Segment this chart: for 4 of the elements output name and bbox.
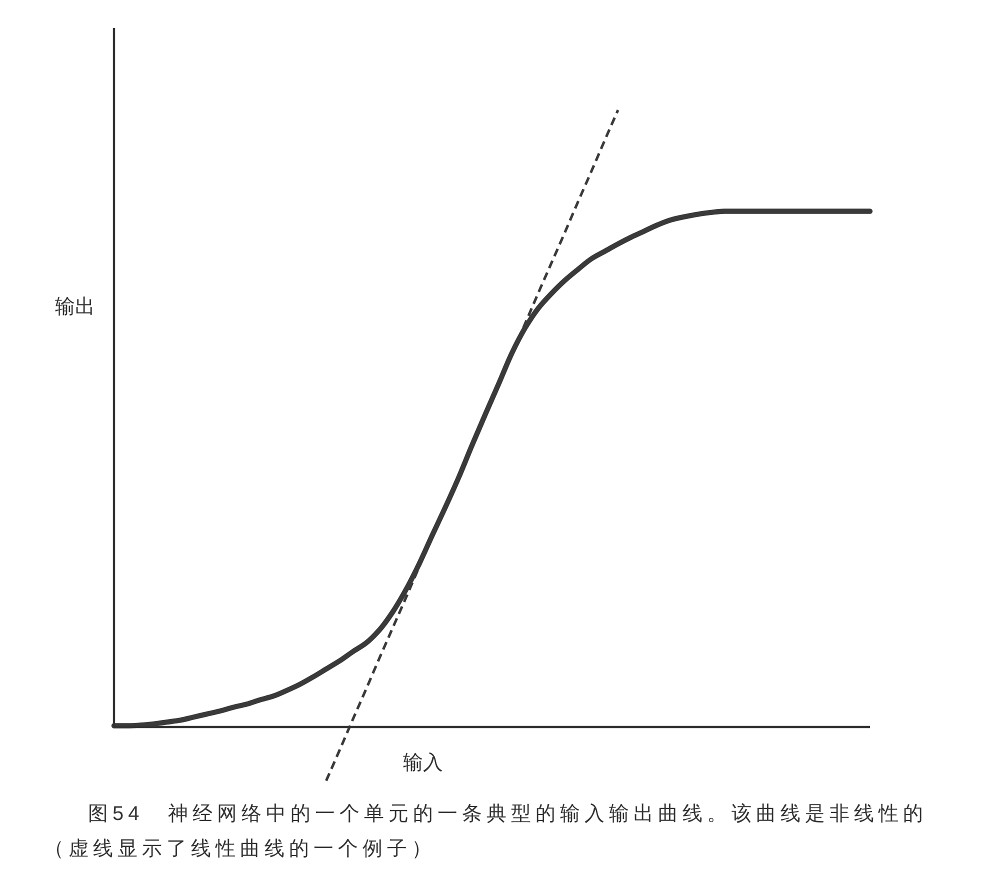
xlabel: 输入	[403, 752, 443, 774]
annotation: 图54 神经网络中的一个单元的一条典型的输入输出曲线。该曲线是非线性的	[88, 803, 928, 825]
ylabel: 输出	[55, 296, 95, 318]
annotation: （虚线显示了线性曲线的一个例子）	[44, 838, 436, 860]
